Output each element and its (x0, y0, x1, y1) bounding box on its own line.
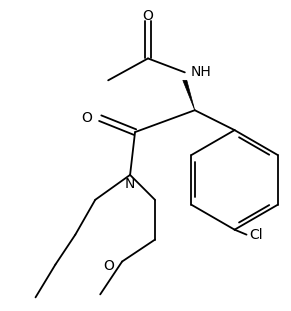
Text: N: N (125, 177, 135, 191)
Polygon shape (183, 80, 195, 110)
Text: Cl: Cl (249, 228, 263, 242)
Text: O: O (143, 9, 153, 23)
Text: NH: NH (191, 65, 212, 79)
Text: O: O (81, 111, 92, 125)
Text: O: O (103, 258, 114, 272)
